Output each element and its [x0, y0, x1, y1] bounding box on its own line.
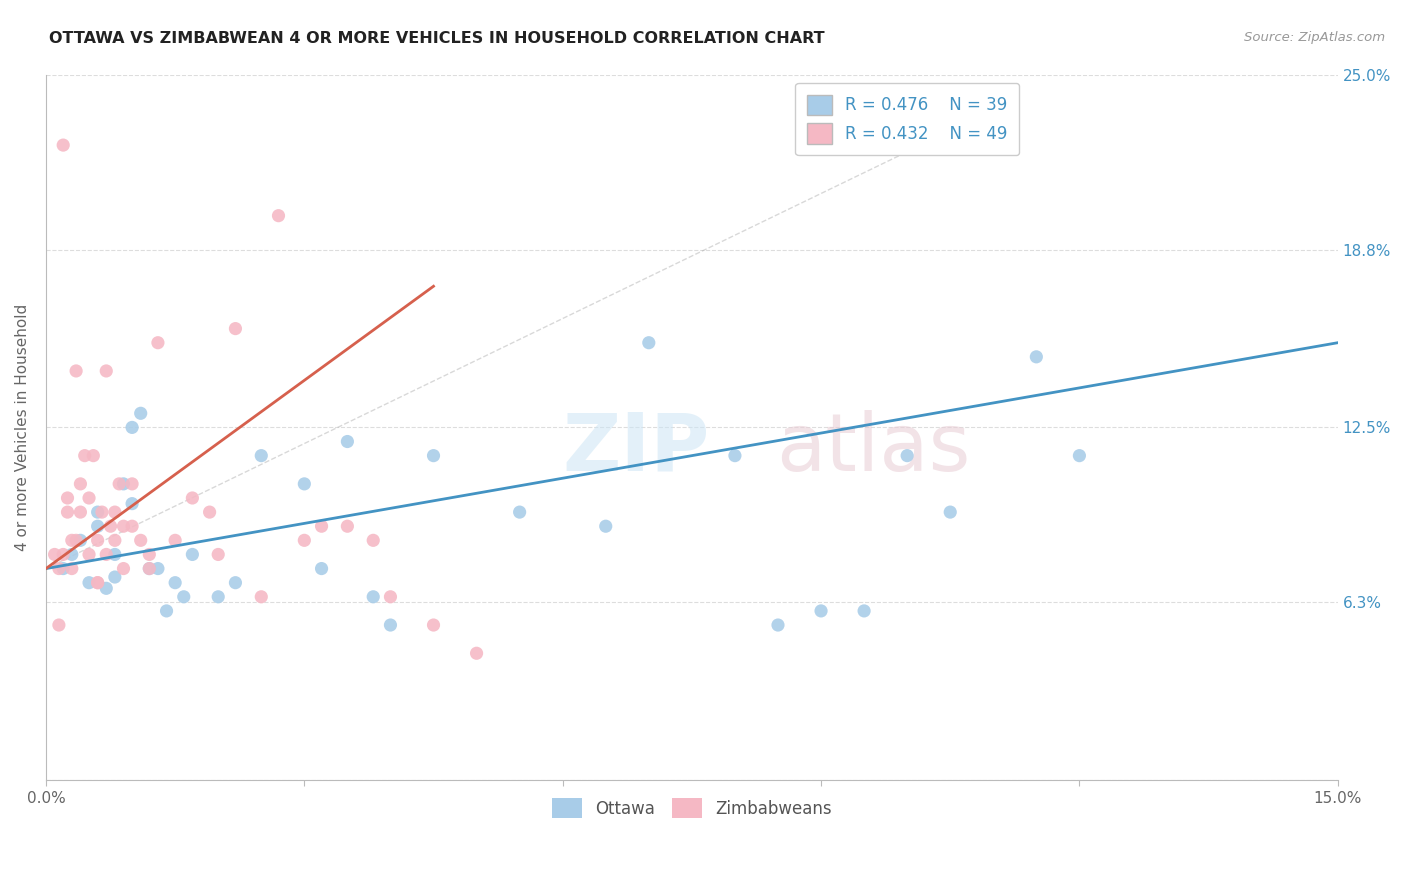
Point [56, 505, 79, 519]
Point [100, 519, 122, 533]
Point [60, 548, 83, 562]
Point [104, 548, 127, 562]
Point [82, 449, 104, 463]
Point [155, 604, 177, 618]
Point [86, 519, 108, 533]
Point [361, 590, 384, 604]
Point [250, 590, 273, 604]
Point [65, 364, 87, 378]
Point [896, 449, 918, 463]
Point [129, 533, 152, 548]
Point [48, 561, 70, 575]
Point [44, 548, 66, 562]
Point [198, 505, 221, 519]
Point [267, 209, 290, 223]
Point [52, 138, 75, 153]
Point [104, 533, 127, 548]
Point [311, 519, 333, 533]
Point [165, 575, 187, 590]
Point [121, 476, 143, 491]
Point [380, 590, 402, 604]
Point [422, 449, 444, 463]
Point [104, 505, 127, 519]
Point [69, 533, 91, 548]
Point [65, 533, 87, 548]
Legend: Ottawa, Zimbabweans: Ottawa, Zimbabweans [546, 791, 838, 825]
Point [86, 505, 108, 519]
Point [77, 491, 100, 505]
Point [146, 335, 169, 350]
Point [465, 646, 488, 660]
Point [1069, 449, 1091, 463]
Point [69, 476, 91, 491]
Text: atlas: atlas [776, 409, 970, 488]
Point [361, 533, 384, 548]
Point [637, 335, 659, 350]
Text: OTTAWA VS ZIMBABWEAN 4 OR MORE VEHICLES IN HOUSEHOLD CORRELATION CHART: OTTAWA VS ZIMBABWEAN 4 OR MORE VEHICLES … [49, 31, 825, 46]
Point [207, 548, 229, 562]
Y-axis label: 4 or more Vehicles in Household: 4 or more Vehicles in Household [15, 304, 30, 551]
Point [56, 491, 79, 505]
Point [104, 570, 127, 584]
Point [766, 618, 789, 632]
Point [173, 590, 195, 604]
Point [292, 533, 315, 548]
Point [86, 575, 108, 590]
Point [509, 505, 531, 519]
Point [108, 476, 131, 491]
Point [60, 561, 83, 575]
Point [69, 505, 91, 519]
Point [86, 533, 108, 548]
Point [112, 519, 135, 533]
Point [939, 505, 962, 519]
Point [224, 321, 246, 335]
Point [96, 364, 118, 378]
Point [96, 548, 118, 562]
Point [724, 449, 747, 463]
Point [129, 406, 152, 420]
Point [224, 575, 246, 590]
Point [60, 533, 83, 548]
Point [1025, 350, 1047, 364]
Point [422, 618, 444, 632]
Point [96, 582, 118, 596]
Point [380, 618, 402, 632]
Text: ZIP: ZIP [562, 409, 710, 488]
Point [595, 519, 617, 533]
Point [138, 561, 160, 575]
Point [121, 497, 143, 511]
Point [146, 561, 169, 575]
Point [853, 604, 876, 618]
Point [77, 575, 100, 590]
Point [52, 548, 75, 562]
Point [52, 561, 75, 575]
Point [336, 519, 359, 533]
Point [181, 548, 204, 562]
Point [207, 590, 229, 604]
Point [165, 533, 187, 548]
Point [138, 561, 160, 575]
Point [311, 561, 333, 575]
Point [77, 548, 100, 562]
Point [91, 505, 114, 519]
Point [250, 449, 273, 463]
Point [336, 434, 359, 449]
Point [121, 519, 143, 533]
Point [86, 575, 108, 590]
Point [112, 476, 135, 491]
Point [810, 604, 832, 618]
Point [138, 548, 160, 562]
Point [48, 618, 70, 632]
Point [121, 420, 143, 434]
Point [181, 491, 204, 505]
Point [292, 476, 315, 491]
Point [73, 449, 96, 463]
Point [112, 561, 135, 575]
Text: Source: ZipAtlas.com: Source: ZipAtlas.com [1244, 31, 1385, 45]
